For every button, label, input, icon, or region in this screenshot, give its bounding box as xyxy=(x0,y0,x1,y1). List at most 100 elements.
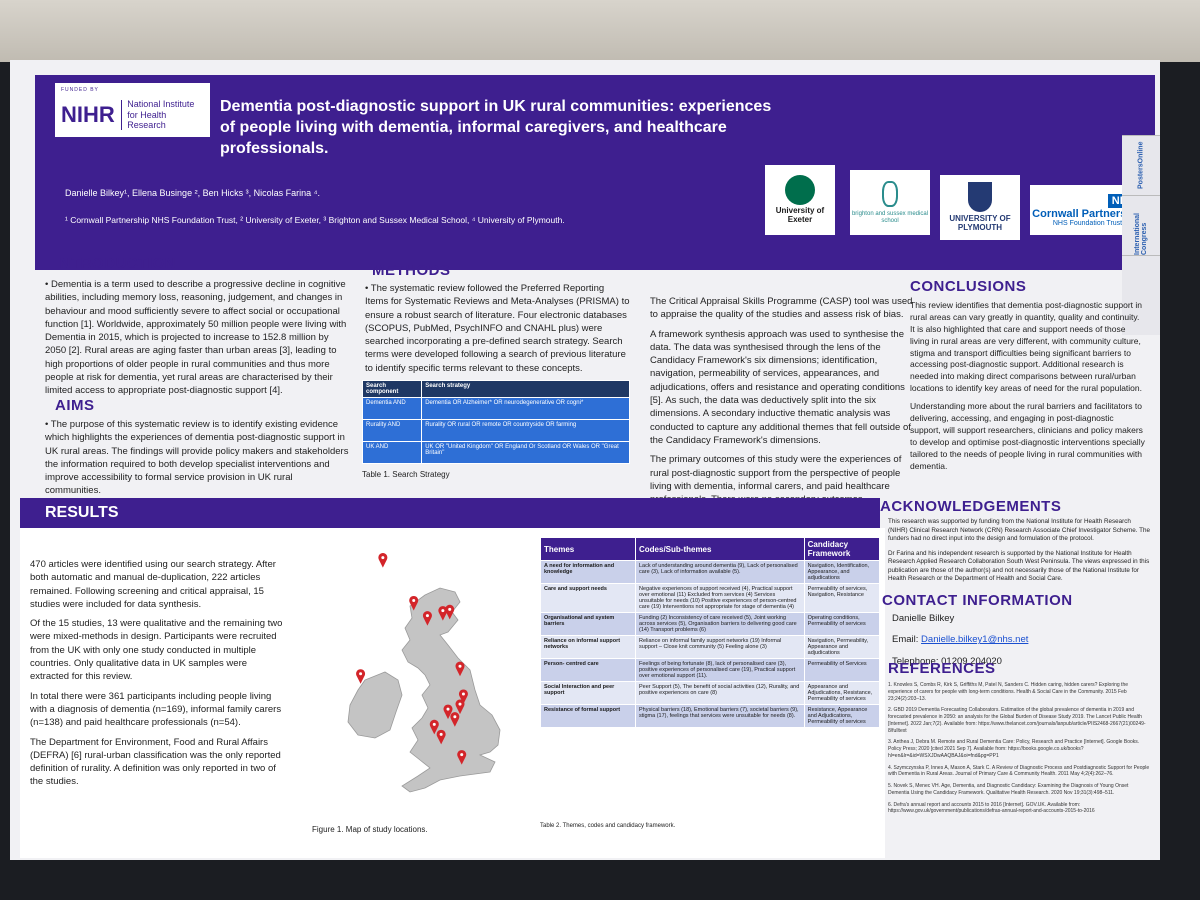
phone-number: 01209 204020 xyxy=(941,655,1002,667)
references-list: 1. Knowles S, Combs R, Kirk S, Griffiths… xyxy=(888,682,1150,820)
table-header: Candidacy Framework xyxy=(803,537,881,561)
table-cell: Resistance of formal support xyxy=(540,704,636,728)
table-2-caption: Table 2. Themes, codes and candidacy fra… xyxy=(540,823,676,829)
conclusions-heading: CONCLUSIONS xyxy=(910,278,1027,295)
reference-item: 6. Defra's annual report and accounts 20… xyxy=(888,801,1095,815)
aims-heading: AIMS xyxy=(55,397,95,414)
contact-name: Danielle Bilkey xyxy=(892,613,955,624)
poster-header: FUNDED BY NIHR National Institute for He… xyxy=(35,75,1155,270)
map-pin-icon xyxy=(443,704,453,720)
map-pin-icon xyxy=(429,719,439,735)
results-p4: The Department for Environment, Food and… xyxy=(30,736,281,788)
map-pin-icon xyxy=(450,712,460,727)
reference-item: 4. Szymczynska P, Innes A, Mason A, Star… xyxy=(888,764,1150,778)
table-cell: Organisational and system barriers xyxy=(540,612,636,636)
table-row: A need for information and knowledge Lack… xyxy=(540,560,881,584)
results-p2: Of the 15 studies, 13 were qualitative a… xyxy=(30,618,283,683)
ireland-shape xyxy=(347,671,403,739)
table-cell: Navigation, Identification, Appearance, … xyxy=(803,560,881,584)
table-1-caption: Table 1. Search Strategy xyxy=(362,470,450,479)
table-cell: Navigation, Permeability, Appearance and… xyxy=(803,635,881,659)
methods-casp: The Critical Appraisal Skills Programme … xyxy=(650,296,913,321)
side-tab-congress[interactable]: International Congress xyxy=(1122,195,1160,255)
nihr-logo-block: FUNDED BY NIHR National Institute for He… xyxy=(55,83,210,137)
table-row: UK AND UK OR "United Kingdom" OR England… xyxy=(361,441,630,464)
table-row: Social Interaction and peer support Peer … xyxy=(540,681,881,705)
reference-item: 1. Knowles S, Combs R, Kirk S, Griffiths… xyxy=(888,682,1129,702)
results-p3: In total there were 361 participants inc… xyxy=(30,690,282,729)
helix-icon xyxy=(882,180,898,207)
side-tab-posters-online[interactable]: PostersOnline xyxy=(1122,135,1160,195)
exeter-logo-text: University of Exeter xyxy=(775,206,825,224)
table-cell: Operating conditions, Permeability of se… xyxy=(803,612,881,636)
table-cell: Permeability of services, Navigation, Re… xyxy=(803,583,881,613)
table-header: Themes xyxy=(540,537,636,561)
phone-label: Telephone: xyxy=(892,655,939,667)
map-pin-icon xyxy=(458,689,468,704)
contact-block: Danielle Bilkey Email: Danielle.bilkey1@… xyxy=(892,612,1028,674)
bsms-logo: brighton and sussex medical school xyxy=(850,170,930,235)
exeter-logo: University of Exeter xyxy=(765,165,835,235)
table-cell: Rurality OR rural OR remote OR countrysi… xyxy=(421,419,630,442)
ack-p1: This research was supported by funding f… xyxy=(888,518,1150,542)
map-pin-icon xyxy=(422,611,432,626)
table-cell: Social Interaction and peer support xyxy=(540,681,636,705)
reference-item: 3. Anthea J, Debra M. Remote and Rural D… xyxy=(888,739,1140,759)
plymouth-crest-icon xyxy=(968,182,992,213)
table-cell: Lack of understanding around dementia (9… xyxy=(635,560,805,584)
nihr-divider xyxy=(120,100,122,130)
table-cell: UK AND xyxy=(361,441,423,464)
table-row: Person- centred care Feelings of being fo… xyxy=(540,658,881,682)
side-tabs: PostersOnline International Congress xyxy=(1122,135,1160,335)
table-cell: Reliance on informal support networks xyxy=(540,635,636,659)
map-pin-icon xyxy=(457,750,467,765)
table-cell: Appearance and Adjudications, Resistance… xyxy=(803,681,881,705)
table-row: Rurality AND Rurality OR rural OR remote… xyxy=(361,419,630,442)
table-header: Search component xyxy=(361,380,423,398)
email-label: Email: xyxy=(892,634,919,646)
results-heading: RESULTS xyxy=(20,498,880,528)
table-header: Search strategy xyxy=(421,380,630,398)
conclusions-p1: This review identifies that dementia pos… xyxy=(910,300,1143,394)
map-pin-icon xyxy=(356,669,366,684)
poster-title: Dementia post-diagnostic support in UK r… xyxy=(220,98,772,157)
table-cell: Permeability of Services xyxy=(803,658,881,682)
authors: Danielle Bilkey¹, Ellena Businge ², Ben … xyxy=(65,188,320,198)
table-row: Dementia AND Dementia OR Alzheimer* OR n… xyxy=(361,397,630,420)
ack-p2: Dr Farina and his independent research i… xyxy=(888,549,1150,583)
great-britain-shape xyxy=(401,587,501,793)
map-pin-icon xyxy=(445,604,455,620)
table-cell: Reliance on informal family support netw… xyxy=(635,635,805,659)
table-row: Reliance on informal support networks Rel… xyxy=(540,635,881,659)
map-pin-icon xyxy=(409,595,419,611)
bsms-logo-text: brighton and sussex medical school xyxy=(851,210,929,224)
table-cell: Negative experiences of support received… xyxy=(635,583,805,613)
introduction-text: Dementia is a term used to describe a pr… xyxy=(45,278,350,398)
contact-heading: CONTACT INFORMATION xyxy=(882,592,1073,609)
map-pin-icon xyxy=(455,699,465,715)
poster: FUNDED BY NIHR National Institute for He… xyxy=(10,60,1160,860)
plymouth-logo: UNIVERSITY OF PLYMOUTH xyxy=(940,175,1020,240)
table-header: Codes/Sub-themes xyxy=(635,537,805,561)
nhs-trust-name: Cornwall Partnership xyxy=(1032,207,1143,220)
map-pin-icon xyxy=(378,553,388,568)
table-cell: UK OR "United Kingdom" OR England Or Sco… xyxy=(421,441,630,464)
table-cell: Dementia AND xyxy=(361,397,423,420)
table-cell: Dementia OR Alzheimer* OR neurodegenerat… xyxy=(421,397,630,420)
methods-heading: METHODS xyxy=(372,262,451,279)
references-heading: REFERENCES xyxy=(888,660,996,677)
email-link[interactable]: Danielle.bilkey1@nhs.net xyxy=(921,634,1029,646)
search-strategy-table: Search component Search strategy Dementi… xyxy=(361,380,630,464)
introduction-heading: INTRODUCTION xyxy=(55,255,176,272)
map-pin-icon xyxy=(455,661,465,677)
table-row: Organisational and system barriers Fundin… xyxy=(540,612,881,636)
themes-table: Themes Codes/Sub-themes Candidacy Framew… xyxy=(540,537,881,728)
methods-text-2: The Critical Appraisal Skills Programme … xyxy=(650,295,915,512)
exeter-crest-icon xyxy=(785,175,815,206)
plymouth-logo-text: UNIVERSITY OF PLYMOUTH xyxy=(949,214,1011,232)
acknowledgements-heading: ACKNOWLEDGEMENTS xyxy=(880,498,1062,515)
nihr-logo: NIHR xyxy=(61,102,115,127)
table-cell: Peer Support (5), The benefit of social … xyxy=(635,681,805,705)
funded-by-label: FUNDED BY xyxy=(61,87,99,93)
reference-item: 5. Novek S, Menec VH. Age, Dementia, and… xyxy=(888,783,1129,796)
